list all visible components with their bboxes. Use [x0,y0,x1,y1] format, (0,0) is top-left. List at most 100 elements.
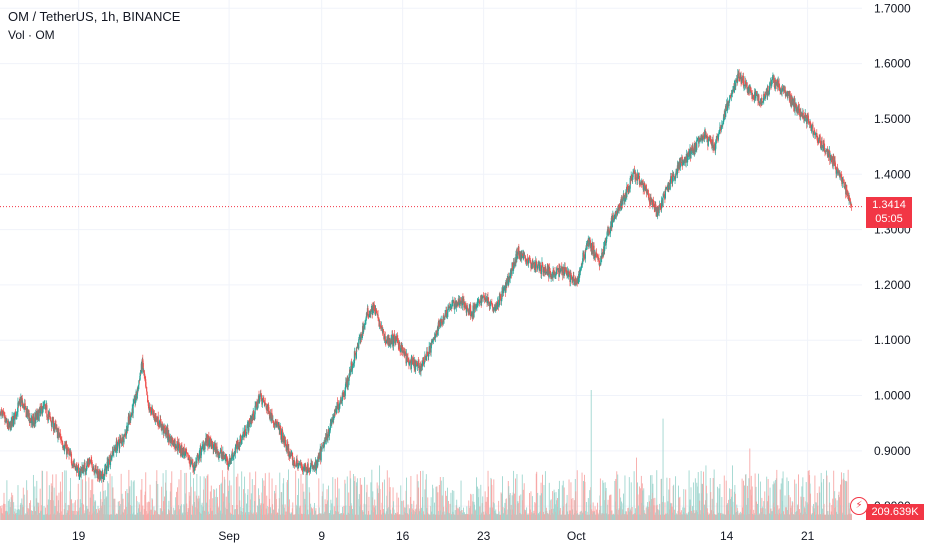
candle-body [477,302,479,303]
volume-bar [500,492,502,520]
volume-bar [663,514,665,520]
volume-bar [454,510,456,520]
volume-bar [537,492,539,520]
candle-body [356,345,358,349]
volume-bar [129,505,131,520]
volume-bar [258,495,260,520]
volume-bar [374,509,376,520]
candle-body [483,295,485,297]
volume-bar [113,498,115,520]
candle-body [318,453,320,460]
candle-body [470,305,472,316]
candle-body [282,430,284,442]
candle-body [560,268,562,272]
volume-bar [301,513,302,520]
volume-bar [651,499,652,520]
volume-bar [755,514,757,520]
candle-body [607,229,609,231]
volume-bar [295,470,297,520]
candle-body [512,262,515,271]
volume-bar [304,498,306,520]
volume-bar [382,509,384,520]
volume-bar [667,501,669,520]
volume-bar [475,509,477,520]
candle-body [358,339,360,349]
volume-bar [395,513,397,520]
volume-bar [696,482,698,520]
volume-bar [394,514,396,520]
volume-bar [827,514,829,520]
volume-bar [472,493,474,520]
candle-body [562,268,564,276]
volume-bar [359,478,361,520]
volume-bar [661,478,663,520]
volume-bar [0,506,2,520]
volume-bar [374,499,376,520]
volume-bar [401,500,403,520]
volume-bar [435,514,437,520]
volume-bar [771,511,773,520]
volume-bar [522,489,524,520]
candle-body [61,441,63,444]
volume-bar [35,511,37,520]
volume-bar [679,514,681,520]
candle-body [321,445,323,450]
volume-bar [184,493,186,520]
candle-body [550,272,552,278]
volume-bar [741,478,743,520]
candle-body [164,429,167,435]
volume-bar [516,503,518,520]
volume-bar [243,514,245,520]
volume-bar [482,496,484,520]
volume-bar [667,514,669,520]
volume-bar [361,511,363,520]
volume-bar [390,509,392,520]
volume-bar [700,510,702,520]
volume-bar [420,470,421,520]
volume-bar [290,512,292,520]
volume-bar [288,499,290,520]
volume-bar [167,509,169,520]
volume-bar [13,502,15,520]
volume-bar [748,478,750,520]
volume-bar [145,514,147,520]
volume-bar [194,491,196,520]
volume-bar [652,483,654,520]
volume-bar [124,509,125,520]
candle-body [514,261,516,267]
volume-bar [64,514,66,520]
volume-bar [1,508,3,520]
volume-bar [588,514,590,520]
candle-body [1,411,3,413]
volume-bar [271,514,273,520]
candle-body [422,357,424,363]
volume-bar [502,507,504,520]
volume-bar [689,499,691,520]
candle-body [111,455,113,459]
candle-body [718,130,720,132]
candle-body [599,263,601,266]
volume-bar [483,511,485,520]
volume-bar [464,514,466,520]
candle-body [418,369,421,371]
candle-body [540,266,543,274]
volume-bar [605,488,607,520]
volume-bar [530,512,532,520]
volume-bar [444,514,446,520]
volume-bar [340,513,342,520]
candle-body [116,441,118,450]
candle-body [430,345,432,353]
volume-bar [544,514,546,520]
volume-bar [391,513,393,520]
candle-body [245,433,248,437]
volume-bar [335,511,337,520]
candle-body [125,428,128,436]
candle-body [713,145,715,150]
volume-bar [321,496,323,520]
volume-bar [171,471,173,520]
volume-bar [22,487,24,520]
candle-body [447,306,449,313]
volume-bar [165,470,167,520]
volume-bar [30,514,32,520]
